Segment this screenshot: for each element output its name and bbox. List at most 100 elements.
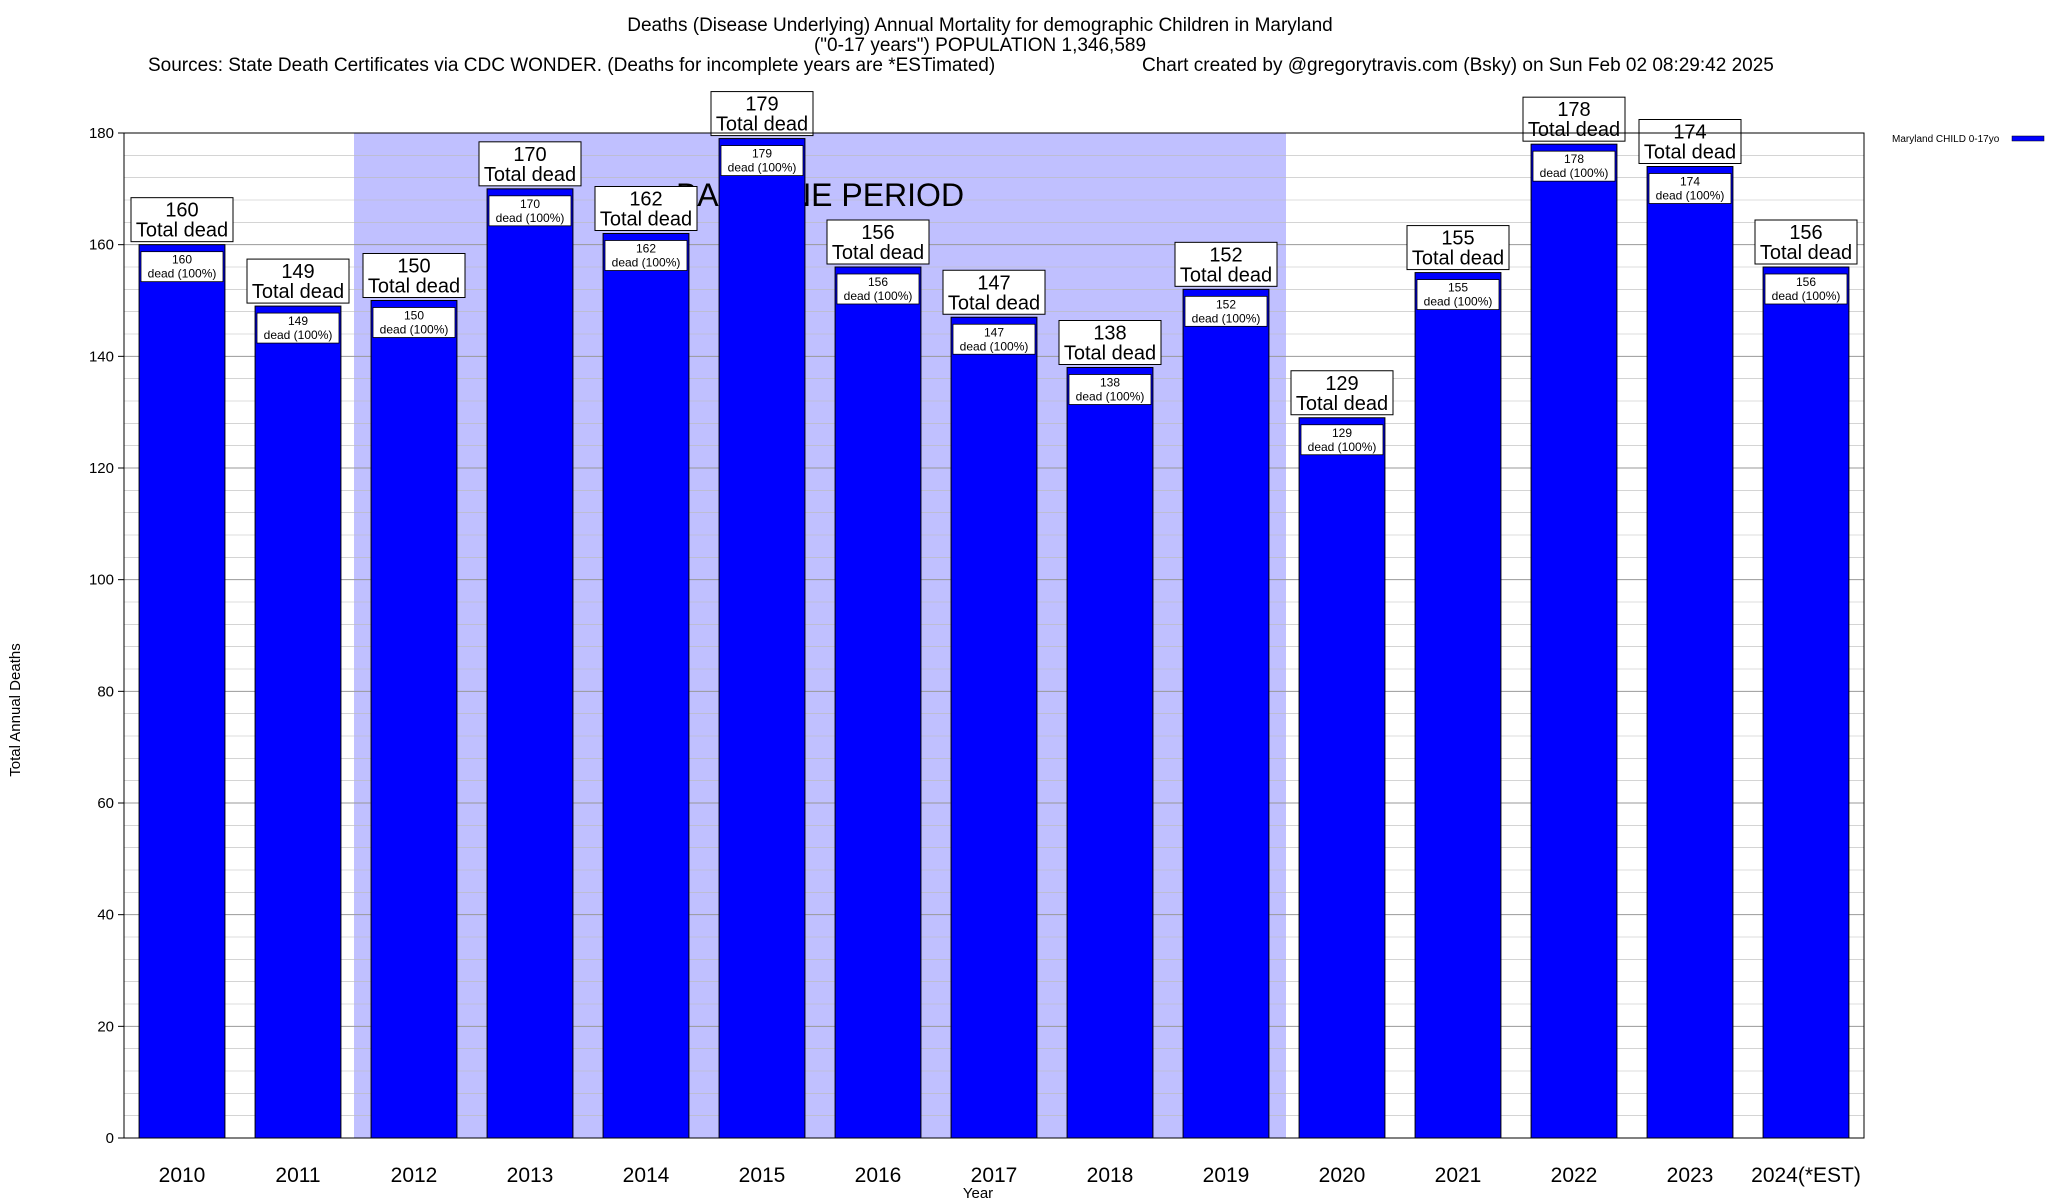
inner-value-label-2010: 160 <box>172 253 192 267</box>
inner-label-box-2024(*EST) <box>1764 273 1848 305</box>
x-tick-label-2019: 2019 <box>1203 1164 1250 1187</box>
inner-value-label-2012: 150 <box>404 309 424 323</box>
y-tick-label: 100 <box>89 572 114 589</box>
total-dead-label-2011: Total dead <box>252 281 344 303</box>
total-value-label-2018: 138 <box>1093 323 1126 345</box>
total-label-box-2023 <box>1638 119 1742 164</box>
inner-label-box-2014 <box>604 240 688 271</box>
inner-pct-label-2014: dead (100%) <box>612 256 681 270</box>
total-label-box-2010 <box>130 197 234 243</box>
inner-label-box-2023 <box>1648 173 1732 204</box>
inner-label-box-2016 <box>836 273 920 305</box>
inner-value-label-2013: 170 <box>520 197 540 211</box>
bar-layer <box>138 138 1850 1139</box>
total-label-box-2020 <box>1290 370 1394 416</box>
x-tick-label-2020: 2020 <box>1319 1164 1366 1187</box>
y-tick-label: 80 <box>97 683 114 700</box>
inner-value-label-2022: 178 <box>1564 152 1584 166</box>
legend-entry-label: Maryland CHILD 0-17yo <box>1892 134 2000 145</box>
total-dead-label-2022: Total dead <box>1528 119 1620 141</box>
inner-label-box-2010 <box>140 251 224 283</box>
bar-2012 <box>370 300 458 1139</box>
bar-2023 <box>1646 166 1734 1139</box>
total-dead-label-2020: Total dead <box>1296 393 1388 415</box>
inner-value-label-2021: 155 <box>1448 281 1468 295</box>
x-tick-label-2024(*EST): 2024(*EST) <box>1751 1164 1861 1187</box>
total-value-label-2010: 160 <box>165 200 198 222</box>
inner-value-label-2011: 149 <box>288 314 308 328</box>
inner-pct-label-2021: dead (100%) <box>1424 295 1493 309</box>
y-tick-label: 140 <box>89 348 114 365</box>
x-tick-label-2012: 2012 <box>391 1164 438 1187</box>
bar-2015 <box>718 138 806 1139</box>
inner-pct-label-2016: dead (100%) <box>844 289 913 303</box>
x-tick-label-2015: 2015 <box>739 1164 786 1187</box>
bar-2021 <box>1414 272 1502 1139</box>
total-value-label-2012: 150 <box>397 256 430 278</box>
inner-pct-label-2012: dead (100%) <box>380 323 449 337</box>
total-value-label-2024(*EST): 156 <box>1789 222 1822 244</box>
bar-2018 <box>1066 367 1154 1139</box>
inner-pct-label-2010: dead (100%) <box>148 267 217 281</box>
bar-2019 <box>1182 288 1270 1139</box>
x-tick-label-2016: 2016 <box>855 1164 902 1187</box>
inner-value-label-2015: 179 <box>752 147 772 161</box>
inner-label-box-2015 <box>720 145 804 176</box>
total-label-box-2013 <box>478 141 582 187</box>
bar-2017 <box>950 316 1038 1139</box>
total-value-label-2016: 156 <box>861 222 894 244</box>
total-value-label-2014: 162 <box>629 189 662 211</box>
x-tick-label-2014: 2014 <box>623 1164 670 1187</box>
x-tick-label-2023: 2023 <box>1667 1164 1714 1187</box>
inner-label-box-2021 <box>1416 279 1500 310</box>
inner-pct-label-2018: dead (100%) <box>1076 390 1145 404</box>
inner-value-label-2016: 156 <box>868 275 888 289</box>
total-label-box-2018 <box>1058 320 1162 365</box>
total-dead-label-2023: Total dead <box>1644 142 1736 164</box>
inner-value-label-2018: 138 <box>1100 376 1120 390</box>
y-tick-label: 120 <box>89 460 114 477</box>
total-dead-label-2016: Total dead <box>832 242 924 264</box>
inner-label-box-2013 <box>488 195 572 227</box>
chart-credit-line: Chart created by @gregorytravis.com (Bsk… <box>1142 55 1774 76</box>
total-value-label-2021: 155 <box>1441 228 1474 250</box>
total-label-box-2021 <box>1406 225 1510 271</box>
total-label-box-2019 <box>1174 241 1278 287</box>
total-dead-label-2012: Total dead <box>368 276 460 298</box>
inner-label-box-2022 <box>1532 150 1616 182</box>
inner-label-box-2012 <box>372 307 456 338</box>
inner-label-box-2011 <box>256 312 340 344</box>
inner-label-box-2018 <box>1068 374 1152 405</box>
bar-2010 <box>138 244 226 1139</box>
chart-source-line: Sources: State Death Certificates via CD… <box>148 55 995 76</box>
bar-2016 <box>834 266 922 1139</box>
bar-2011 <box>254 305 342 1139</box>
inner-pct-label-2023: dead (100%) <box>1656 189 1725 203</box>
inner-label-box-2019 <box>1184 295 1268 327</box>
inner-pct-label-2013: dead (100%) <box>496 211 565 225</box>
inner-pct-label-2015: dead (100%) <box>728 161 797 175</box>
total-value-label-2015: 179 <box>745 94 778 116</box>
inner-pct-label-2020: dead (100%) <box>1308 440 1377 454</box>
inner-value-label-2020: 129 <box>1332 426 1352 440</box>
total-dead-label-2010: Total dead <box>136 220 228 242</box>
total-dead-label-2017: Total dead <box>948 292 1040 314</box>
y-tick-label: 20 <box>97 1018 114 1035</box>
x-tick-label-2013: 2013 <box>507 1164 554 1187</box>
total-dead-label-2019: Total dead <box>1180 264 1272 286</box>
bar-2013 <box>486 188 574 1139</box>
bar-2014 <box>602 233 690 1139</box>
inner-pct-label-2011: dead (100%) <box>264 328 333 342</box>
total-dead-label-2018: Total dead <box>1064 343 1156 365</box>
legend-entry-swatch <box>2011 135 2045 142</box>
total-value-label-2020: 129 <box>1325 373 1358 395</box>
y-tick-label: 0 <box>106 1130 114 1147</box>
total-value-label-2017: 147 <box>977 272 1010 294</box>
bar-2020 <box>1298 417 1386 1139</box>
inner-value-label-2014: 162 <box>636 242 656 256</box>
total-label-box-2016 <box>826 219 930 265</box>
total-dead-label-2021: Total dead <box>1412 248 1504 270</box>
